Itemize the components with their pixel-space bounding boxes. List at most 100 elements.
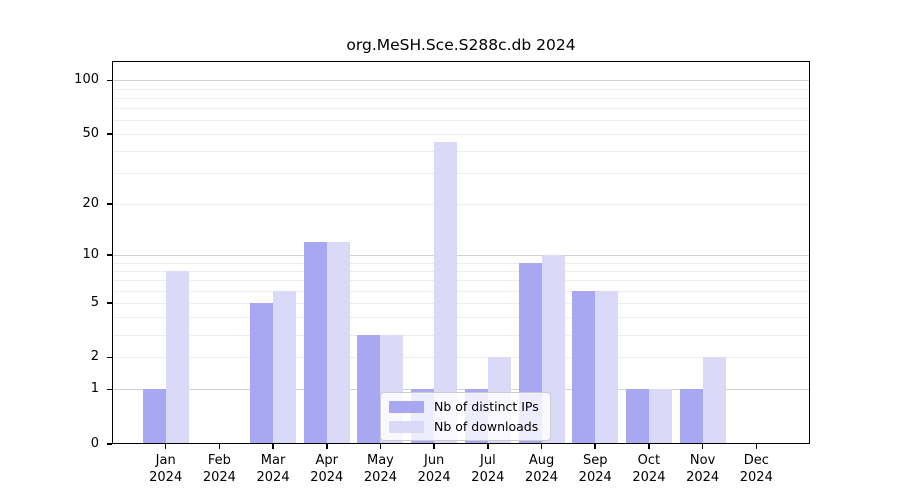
chart-title: org.MeSH.Sce.S288c.db 2024 [346,36,576,54]
gridline-minor-70 [112,108,810,110]
x-tick-label-oct: Oct 2024 [617,453,681,486]
x-tick-label-dec: Dec 2024 [724,453,788,486]
gridline-major-100 [112,80,810,82]
x-tick-month: Dec [743,453,769,468]
y-tick-mark-100 [107,79,112,82]
bar-ips-apr [303,241,327,444]
gridline-minor-60 [112,120,810,122]
x-tick-label-jul: Jul 2024 [456,453,520,486]
gridline-minor-30 [112,173,810,175]
gridline-minor-3 [112,334,810,336]
x-tick-mark-jan [164,444,167,449]
x-tick-label-apr: Apr 2024 [295,453,359,486]
downloads-swatch-icon [389,420,424,433]
y-tick-mark-5 [107,302,112,304]
x-tick-year: 2024 [632,469,666,485]
x-tick-month: Nov [689,453,716,468]
gridline-minor-8 [112,270,810,272]
x-tick-year: 2024 [471,469,505,485]
x-tick-year: 2024 [578,469,612,485]
gridline-minor-80 [112,97,810,99]
x-tick-mark-aug [540,444,543,449]
x-tick-year: 2024 [739,469,773,485]
gridline-minor-4 [112,317,810,319]
gridline-major-10 [112,255,810,257]
bar-downloads-mar [273,290,297,444]
gridline-minor-20 [112,204,810,206]
x-tick-month: Oct [637,453,661,468]
y-tick-mark-20 [107,203,112,205]
gridline-minor-6 [112,290,810,292]
x-tick-label-feb: Feb 2024 [187,453,251,486]
distinct-ips-swatch-icon [389,400,424,413]
bar-downloads-oct [648,389,672,444]
x-tick-label-nov: Nov 2024 [671,453,735,486]
y-tick-label-2: 2 [90,349,99,365]
bar-downloads-jan [165,270,189,444]
y-tick-label-5: 5 [90,294,99,310]
x-tick-label-aug: Aug 2024 [510,453,574,486]
x-tick-year: 2024 [417,469,451,485]
x-tick-month: Aug [528,453,555,468]
x-tick-month: Apr [315,453,339,468]
legend-item-downloads: Nb of downloads [389,419,539,434]
x-tick-month: Jul [480,453,496,468]
y-tick-label-50: 50 [82,126,99,142]
gridline-major-1 [112,389,810,391]
x-tick-month: Feb [207,453,231,468]
y-tick-label-100: 100 [74,72,99,88]
legend-item-distinct-ips: Nb of distinct IPs [389,399,539,414]
x-tick-year: 2024 [256,469,290,485]
x-tick-year: 2024 [524,469,559,485]
x-tick-mark-apr [326,444,328,449]
x-tick-mark-may [379,444,382,449]
x-tick-label-sep: Sep 2024 [563,453,627,486]
x-tick-year: 2024 [363,469,397,485]
bar-downloads-jun [434,142,458,444]
bar-downloads-apr [326,241,350,444]
gridline-minor-50 [112,134,810,136]
y-tick-mark-50 [107,133,112,135]
y-tick-label-0: 0 [90,436,99,451]
bar-ips-oct [625,389,649,444]
gridline-minor-9 [112,262,810,264]
x-tick-year: 2024 [149,469,183,485]
x-tick-label-mar: Mar 2024 [241,453,305,486]
x-tick-label-jun: Jun 2024 [402,453,466,486]
bar-ips-may [357,334,381,444]
x-tick-mark-jul [487,444,489,449]
y-tick-mark-0 [107,443,112,445]
bar-ips-jan [142,389,166,444]
bar-ips-nov [679,389,703,444]
plot-area [112,61,810,444]
legend-label-downloads: Nb of downloads [434,419,539,434]
x-tick-label-jan: Jan 2024 [134,453,198,486]
gridline-minor-5 [112,302,810,304]
x-tick-month: May [367,453,394,468]
gridline-minor-2 [112,357,810,359]
y-tick-label-20: 20 [82,196,99,212]
bar-downloads-nov [702,357,726,444]
gridline-minor-90 [112,88,810,90]
x-tick-month: Jun [423,453,445,468]
bar-ips-mar [250,302,274,444]
y-tick-mark-1 [107,388,112,391]
x-tick-year: 2024 [686,469,720,485]
gridline-minor-40 [112,151,810,153]
x-tick-month: Sep [582,453,608,468]
x-tick-year: 2024 [310,469,344,485]
x-tick-mark-oct [648,444,650,449]
legend: Nb of distinct IPs Nb of downloads [380,392,551,441]
x-tick-mark-jun [433,444,435,449]
x-tick-month: Jan [155,453,176,468]
y-tick-mark-10 [107,254,112,256]
x-tick-year: 2024 [202,469,236,485]
x-tick-mark-nov [701,444,704,449]
x-tick-mark-mar [272,444,274,449]
y-tick-mark-2 [107,356,112,359]
y-tick-label-1: 1 [90,381,99,397]
bar-downloads-sep [595,290,619,444]
legend-label-distinct-ips: Nb of distinct IPs [434,399,539,414]
gridline-minor-7 [112,280,810,282]
